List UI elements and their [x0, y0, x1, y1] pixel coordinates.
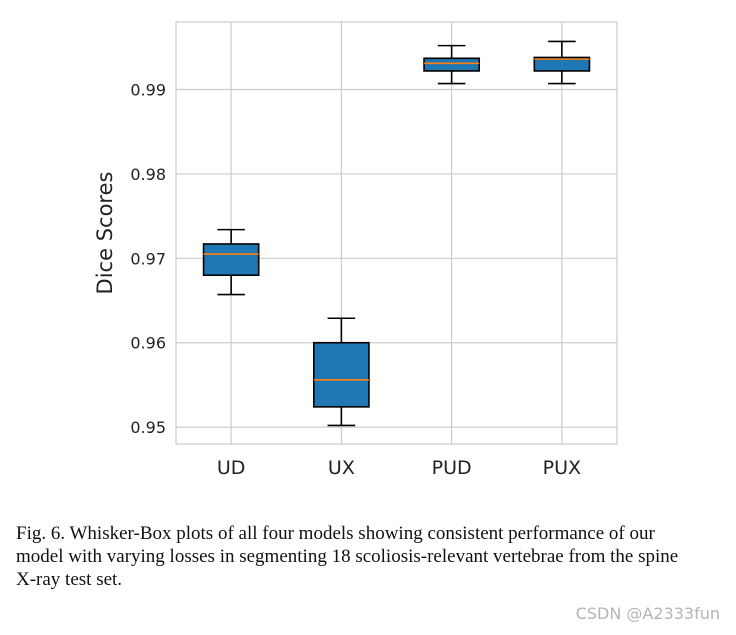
box-pud	[423, 44, 480, 85]
watermark: CSDN @A2333fun	[575, 604, 720, 623]
y-axis-label: Dice Scores	[93, 172, 117, 295]
y-tick-label: 0.95	[130, 418, 166, 437]
y-tick-label: 0.98	[130, 165, 166, 184]
y-tick-labels: 0.95 0.96 0.97 0.98 0.99	[130, 81, 166, 438]
iqr-box	[533, 56, 591, 72]
y-tick-label: 0.97	[130, 249, 166, 268]
plot-frame	[175, 21, 618, 445]
iqr-box	[423, 57, 480, 72]
iqr-box	[313, 341, 370, 408]
y-tick-label: 0.96	[130, 334, 166, 353]
box-ud	[202, 228, 260, 296]
figure-caption: Fig. 6. Whisker-Box plots of all four mo…	[16, 523, 679, 590]
x-tick-labels: UD UX PUD PUX	[217, 457, 581, 479]
boxes	[202, 40, 591, 427]
y-tick-label: 0.99	[130, 81, 166, 100]
x-tick-label: PUX	[543, 457, 581, 479]
box-pux	[533, 40, 591, 85]
box-plot-chart: 0.95 0.96 0.97 0.98 0.99 UD UX PUD PUX Dice Sco…	[93, 21, 618, 479]
grid-lines	[176, 22, 617, 444]
x-tick-label: PUD	[432, 457, 472, 479]
box-ux	[313, 317, 370, 427]
x-tick-label: UX	[328, 457, 355, 479]
iqr-box	[202, 243, 260, 277]
x-tick-label: UD	[217, 457, 246, 479]
